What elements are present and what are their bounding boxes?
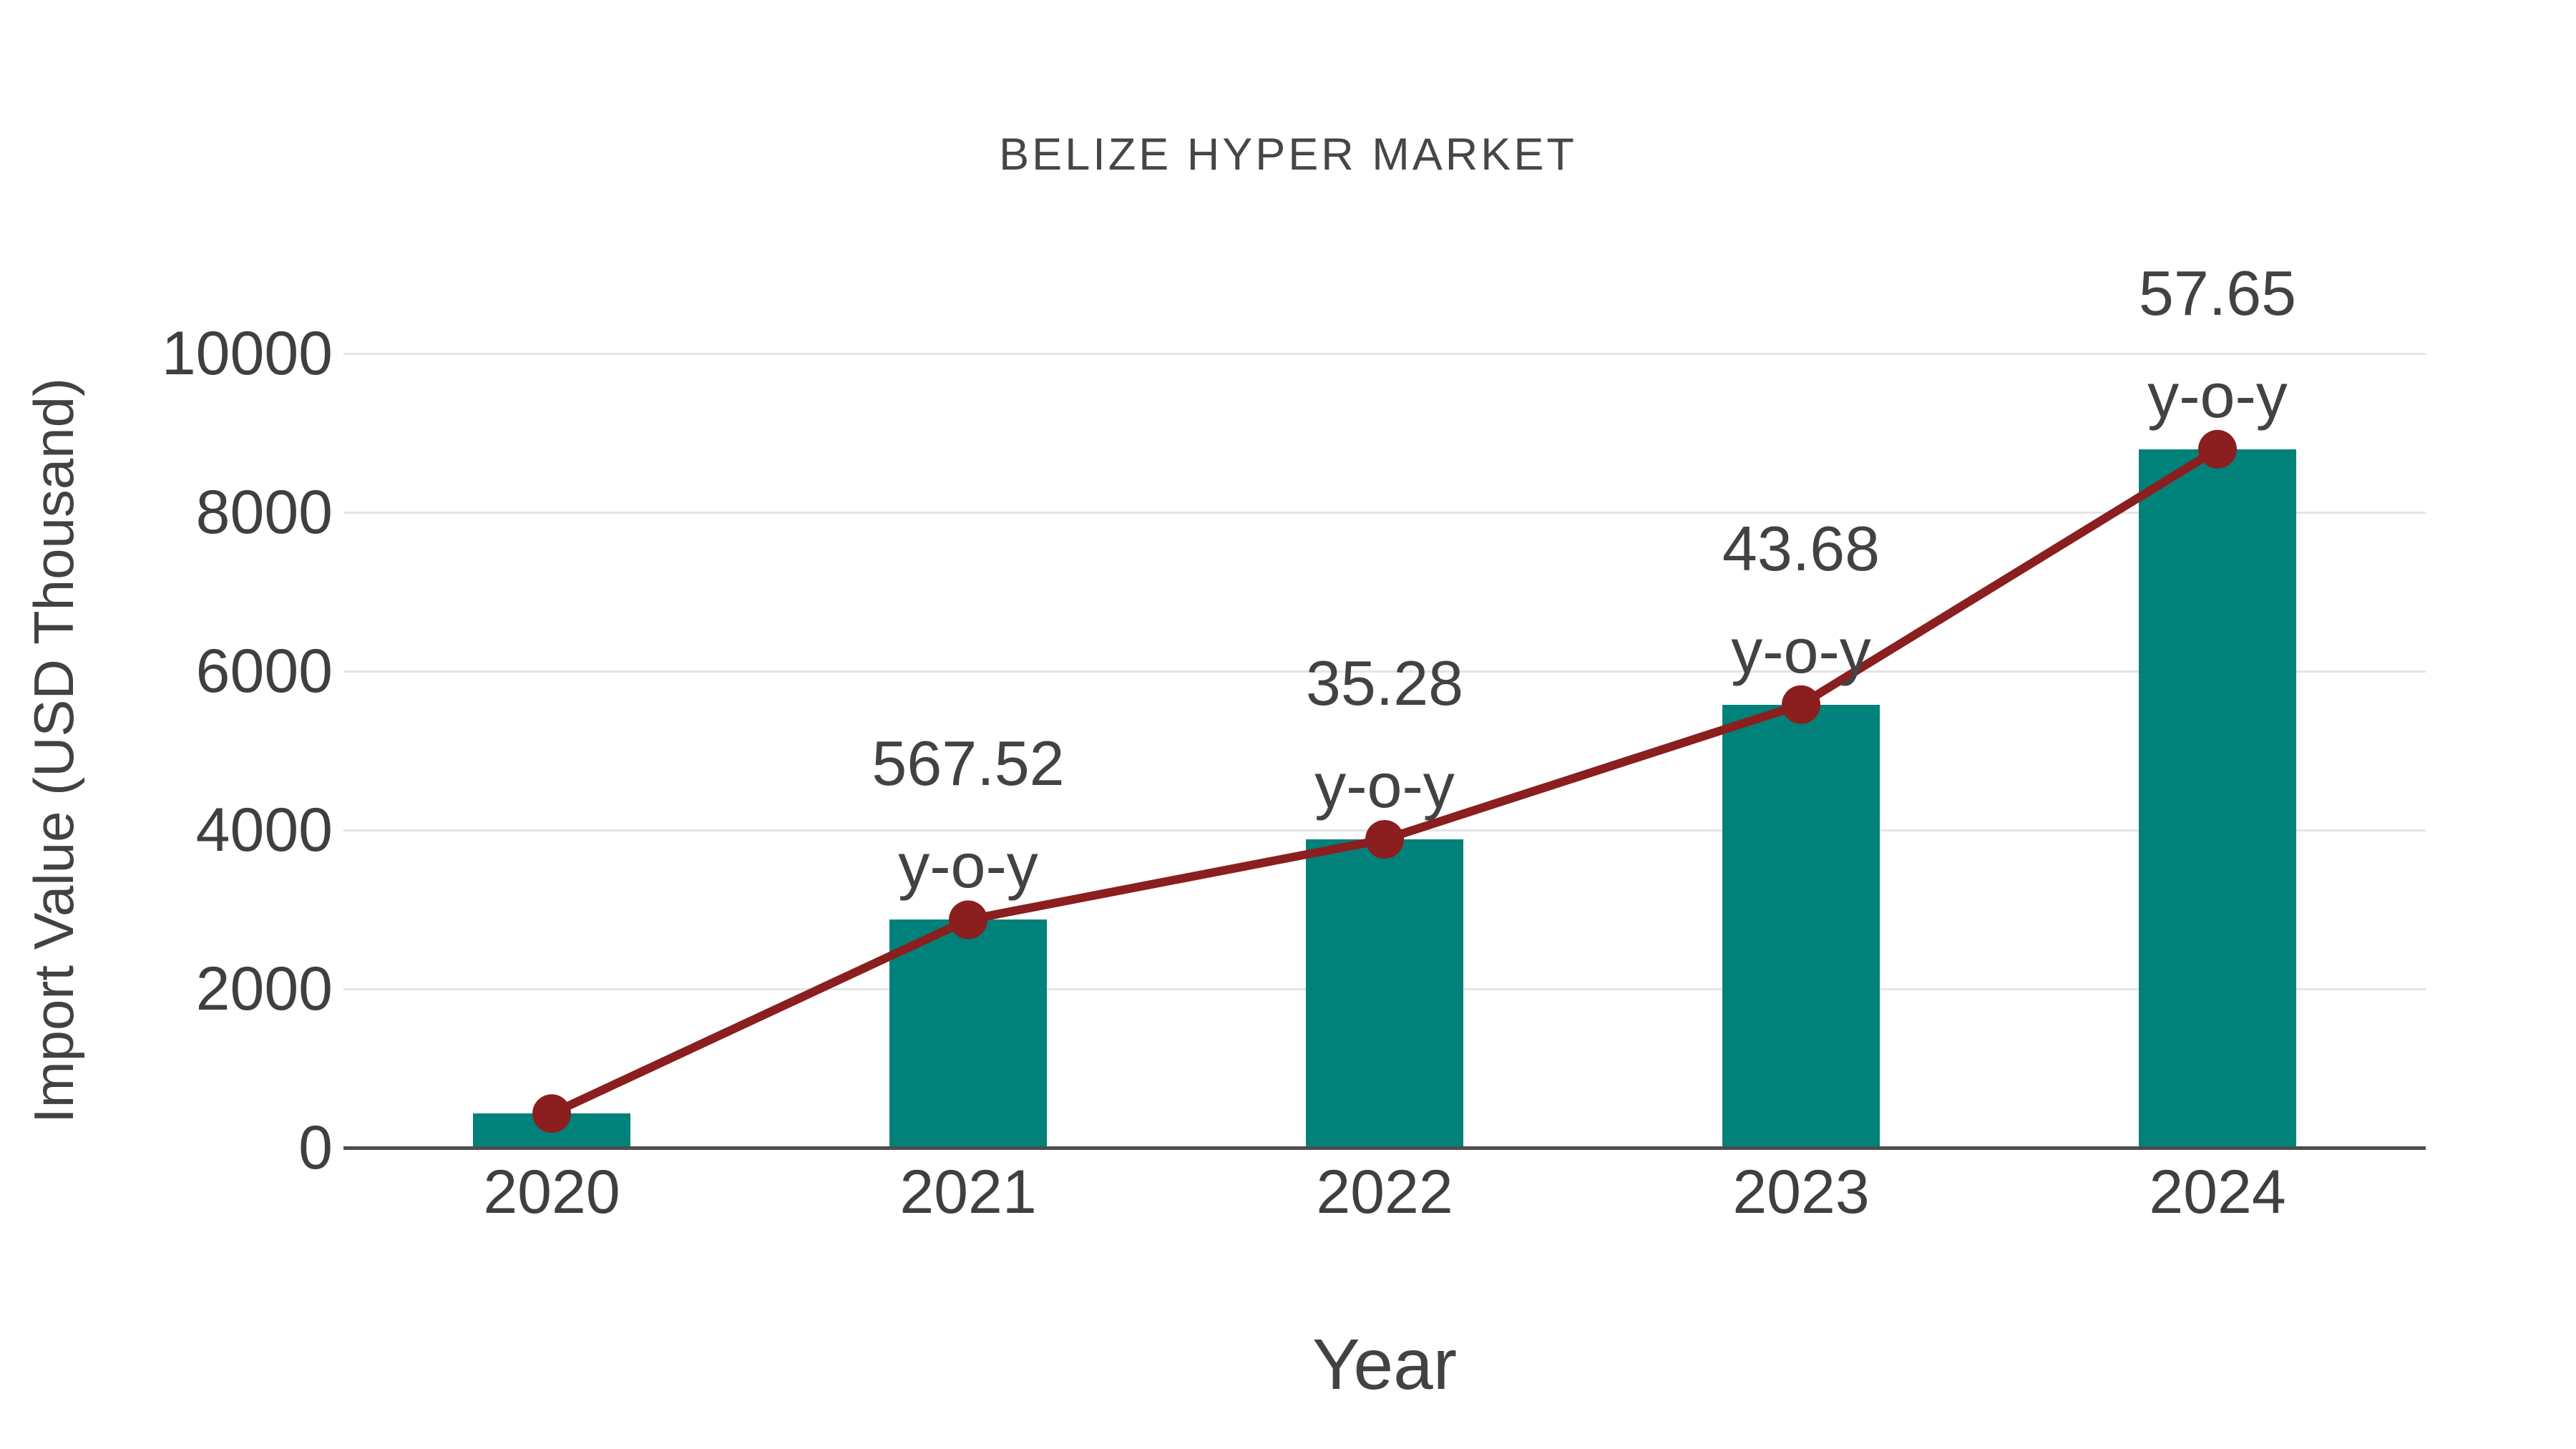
bar-2024 (2139, 449, 2296, 1148)
annotation-value: 35.28 (1305, 648, 1464, 718)
trend-marker-2021 (949, 900, 987, 940)
gridline-6000 (343, 670, 2426, 673)
y-tick-label-6000: 6000 (195, 637, 333, 706)
annotation-2022: 35.28 y-o-y (1176, 632, 1593, 836)
x-axis-title: Year (1312, 1324, 1458, 1405)
bar-2023 (1722, 704, 1880, 1148)
x-tick-label-2023: 2023 (1732, 1158, 1870, 1226)
x-axis-line (343, 1146, 2426, 1150)
bar-2021 (889, 919, 1047, 1148)
x-tick-label-2021: 2021 (899, 1158, 1037, 1226)
x-tick-label-2024: 2024 (2149, 1158, 2286, 1226)
x-tick-label-2020: 2020 (483, 1158, 620, 1226)
annotation-suffix: y-o-y (2147, 359, 2288, 431)
annotation-suffix: y-o-y (1731, 615, 1871, 686)
x-tick-label-2022: 2022 (1316, 1158, 1453, 1226)
trend-marker-2023 (1782, 685, 1820, 724)
annotation-2021: 567.52 y-o-y (760, 712, 1176, 917)
trend-marker-2024 (2198, 429, 2237, 469)
annotation-suffix: y-o-y (898, 830, 1038, 902)
annotation-value: 43.68 (1722, 512, 1880, 584)
annotation-2024: 57.65 y-o-y (2009, 242, 2426, 447)
y-tick-label-2000: 2000 (195, 955, 333, 1023)
annotation-2023: 43.68 y-o-y (1593, 497, 2009, 702)
gridline-10000 (343, 352, 2426, 355)
bar-2022 (1306, 839, 1463, 1148)
y-tick-label-8000: 8000 (195, 478, 333, 547)
annotation-value: 567.52 (872, 728, 1065, 799)
gridline-8000 (343, 511, 2426, 514)
y-tick-label-0: 0 (298, 1113, 333, 1182)
y-tick-label-10000: 10000 (161, 319, 333, 388)
annotation-suffix: y-o-y (1314, 750, 1455, 821)
y-tick-label-4000: 4000 (195, 796, 333, 864)
chart-title: BELIZE HYPER MARKET (999, 130, 1577, 180)
trend-marker-2022 (1365, 820, 1404, 859)
annotation-value: 57.65 (2138, 257, 2297, 328)
trend-marker-2020 (532, 1094, 571, 1133)
